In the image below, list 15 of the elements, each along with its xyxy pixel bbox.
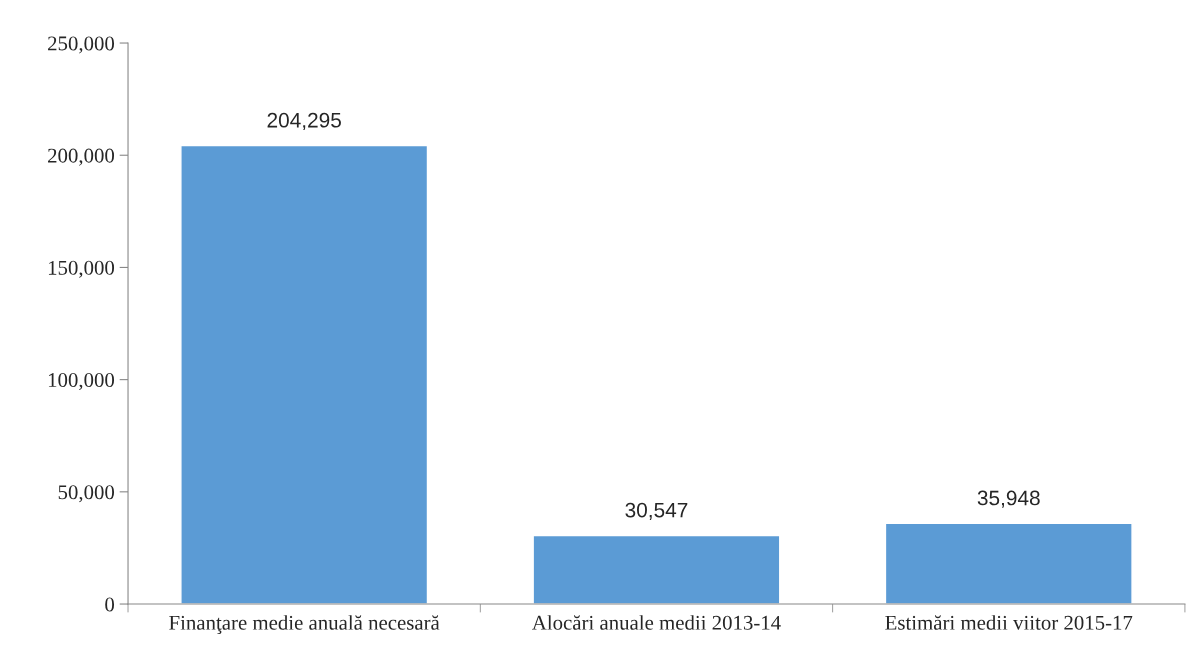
- y-tick-label: 50,000: [58, 485, 115, 503]
- bar: [884, 522, 1133, 605]
- y-tick-label: 100,000: [48, 373, 115, 391]
- y-tick-label: 150,000: [48, 260, 115, 278]
- bar: [532, 534, 781, 605]
- y-tick-label: 250,000: [48, 36, 115, 54]
- x-tick-label: Alocări anuale medii 2013-14: [532, 615, 781, 630]
- y-tick-label: 200,000: [48, 148, 115, 166]
- data-label: 35,948: [977, 490, 1040, 508]
- data-label: 204,295: [267, 112, 341, 131]
- y-tick-label: 0: [105, 597, 115, 612]
- x-tick-label: Finanţare medie anuală necesară: [169, 615, 440, 635]
- data-label: 30,547: [625, 502, 688, 520]
- x-tick-label: Estimări medii viitor 2015-17: [885, 615, 1133, 630]
- bar: [180, 144, 429, 605]
